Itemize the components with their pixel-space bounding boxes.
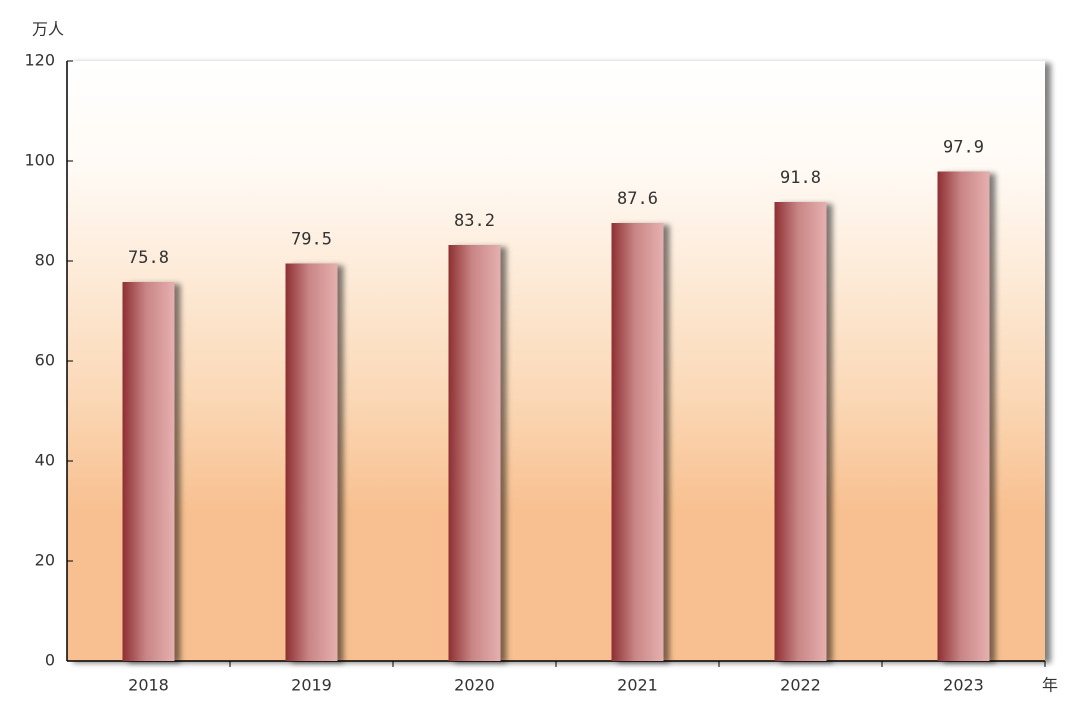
value-label: 75.8 [128,248,169,268]
x-tick-label: 2018 [128,676,169,695]
x-tick-label: 2021 [617,676,658,695]
plot-area [67,61,1045,661]
value-label: 97.9 [943,138,984,158]
y-tick-label: 20 [35,551,55,570]
y-tick-label: 80 [35,251,55,270]
x-axis-label: 年 [1042,676,1058,695]
y-tick-label: 40 [35,451,55,470]
value-label: 91.8 [780,168,821,188]
bar [122,282,175,661]
value-label: 83.2 [454,211,495,231]
y-tick-label: 60 [35,351,55,370]
y-axis-label: 万人 [32,20,64,39]
bar [937,171,990,661]
y-tick-label: 0 [45,651,55,670]
bar [285,263,338,661]
bar [774,202,827,661]
value-label: 87.6 [617,189,658,209]
x-tick-label: 2023 [943,676,984,695]
x-tick-label: 2022 [780,676,821,695]
bar [611,223,664,661]
x-tick-label: 2019 [291,676,332,695]
value-label: 79.5 [291,230,332,250]
x-tick-label: 2020 [454,676,495,695]
y-tick-label: 120 [24,51,55,70]
y-tick-label: 100 [24,151,55,170]
bar [448,245,501,661]
